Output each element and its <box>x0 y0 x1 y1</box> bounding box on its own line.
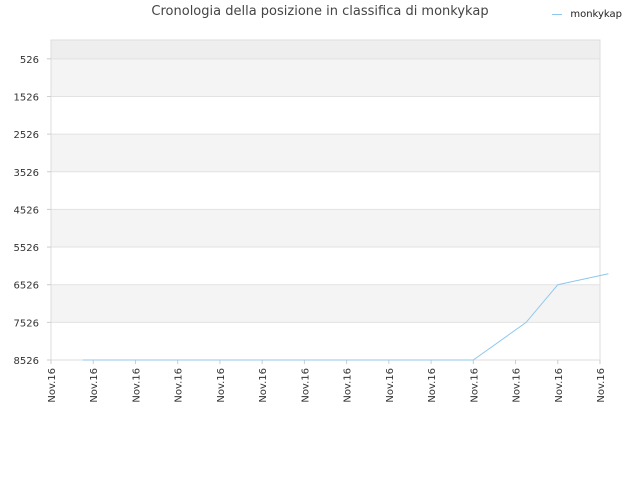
y-tick-label: 3526 <box>14 168 39 179</box>
series-line-monkykap <box>82 273 609 361</box>
x-tick-label: Nov.16 <box>427 368 438 403</box>
legend-label: monkykap <box>570 9 622 20</box>
grid-band <box>51 171 600 210</box>
x-tick-label: Nov.16 <box>216 368 227 403</box>
grid-bands <box>51 40 600 360</box>
y-tick-label: 4526 <box>14 205 39 216</box>
x-tick-label: Nov.16 <box>469 368 480 403</box>
y-tick-label: 5526 <box>14 243 39 254</box>
y-tick-label: 526 <box>20 55 39 66</box>
grid-band <box>51 247 600 285</box>
x-tick-label: Nov.16 <box>300 368 311 403</box>
x-tick-label: Nov.16 <box>385 368 396 403</box>
x-tick-label: Nov.16 <box>47 368 58 403</box>
grid-band <box>51 322 600 360</box>
x-tick-label: Nov.16 <box>131 368 142 403</box>
y-tick-label: 7526 <box>14 318 39 329</box>
x-tick-label: Nov.16 <box>554 368 565 403</box>
x-tick-label: Nov.16 <box>258 368 269 403</box>
x-tick-label: Nov.16 <box>89 368 100 403</box>
x-tick-label: Nov.16 <box>596 368 607 403</box>
y-tick-label: 8526 <box>14 356 39 367</box>
y-tick-label: 1526 <box>14 92 39 103</box>
x-tick-label: Nov.16 <box>174 368 185 403</box>
x-tick-label: Nov.16 <box>343 368 354 403</box>
grid-band <box>51 209 600 248</box>
y-tick-label: 6526 <box>14 281 39 292</box>
grid-band <box>51 96 600 135</box>
grid-band <box>51 58 600 97</box>
grid-band <box>51 134 600 172</box>
x-axis: Nov.16 Nov.16 Nov.16 Nov.16 Nov.16 Nov.16 Nov.… <box>47 360 607 403</box>
series-layer <box>82 273 609 361</box>
y-axis: 526 1526 2526 3526 4526 5526 6526 7526 8526 <box>14 55 51 367</box>
grid-band <box>51 40 600 59</box>
chart-title: Cronologia della posizione in classifica… <box>151 4 489 19</box>
grid-band <box>51 284 600 323</box>
legend-line-icon <box>552 14 563 15</box>
legend: monkykap <box>552 9 622 20</box>
x-tick-label: Nov.16 <box>512 368 523 403</box>
y-tick-label: 2526 <box>14 130 39 141</box>
